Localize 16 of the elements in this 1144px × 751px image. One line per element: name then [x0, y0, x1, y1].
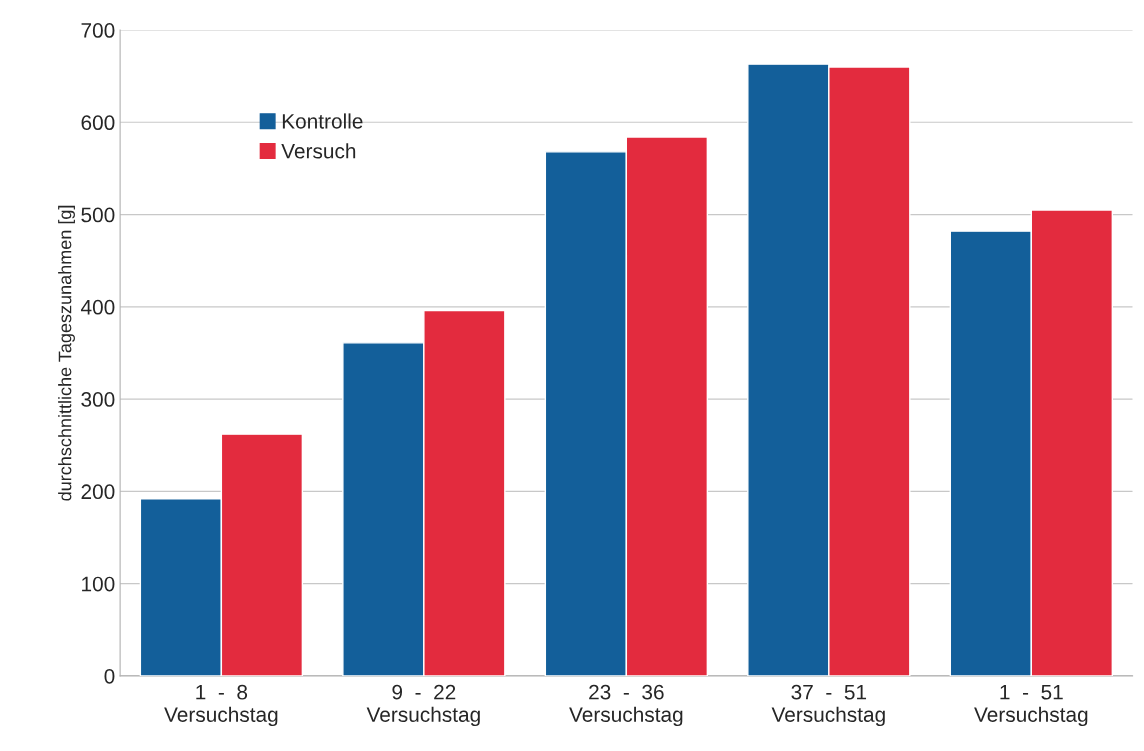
x-tick-label: 23 - 36 Versuchstag — [569, 684, 683, 727]
x-tick-label: 37 - 51 Versuchstag — [771, 684, 885, 727]
y-tick-label: 500 — [81, 207, 115, 223]
y-tick-label: 200 — [81, 484, 115, 500]
legend-label: Versuch — [281, 143, 356, 159]
y-axis-title: durchschnittliche Tageszunahmen [g] — [58, 205, 75, 501]
y-tick-label: 700 — [81, 23, 115, 38]
y-tick-label: 400 — [80, 299, 115, 315]
x-tick-label: 1 - 8 Versuchstag — [164, 684, 278, 727]
legend-label: Kontrolle — [282, 113, 363, 129]
y-tick-label: 300 — [81, 392, 115, 407]
y-tick-label: 0 — [104, 668, 115, 684]
x-tick-label: 1 - 51 Versuchstag — [974, 685, 1088, 727]
y-tick-label: 600 — [81, 115, 115, 131]
x-tick-label: 9 - 22 Versuchstag — [366, 684, 480, 727]
y-tick-label: 100 — [82, 576, 115, 592]
